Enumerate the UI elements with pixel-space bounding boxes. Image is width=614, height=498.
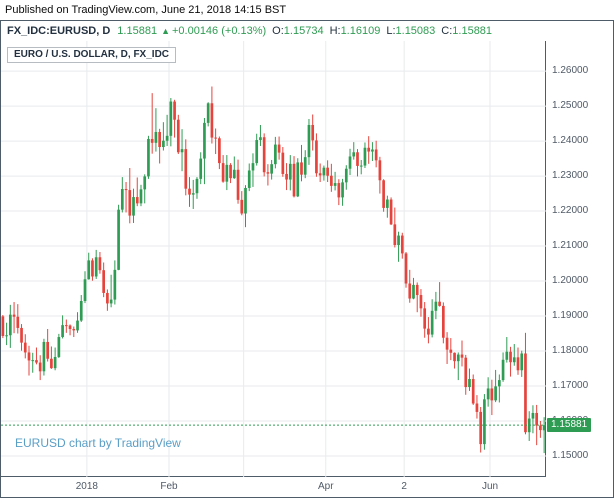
time-axis-label: Jun <box>481 481 499 492</box>
price-axis-label: 1.19000 <box>552 310 589 322</box>
time-axis-label: Apr <box>317 481 334 492</box>
time-axis-label: 2018 <box>75 481 98 492</box>
price-axis-label: 1.25000 <box>552 100 589 112</box>
low-value: 1.15083 <box>395 25 436 37</box>
change-up-arrow-icon: ▲ <box>161 26 170 36</box>
price-axis-label: 1.17000 <box>552 380 589 392</box>
price-axis-label: 1.26000 <box>552 65 589 77</box>
time-axis-label: 2 <box>401 481 407 492</box>
chart-legend[interactable]: EURO / U.S. DOLLAR, D, FX_IDC <box>7 47 177 63</box>
open-value: 1.15734 <box>283 25 324 37</box>
price-axis-label: 1.24000 <box>552 135 589 147</box>
close-label: C: <box>441 25 453 37</box>
price-axis-label: 1.22000 <box>552 205 589 217</box>
candlestick-chart <box>1 41 546 477</box>
price-axis-label: 1.23000 <box>552 170 589 182</box>
price-axis-label: 1.18000 <box>552 345 589 357</box>
price-change: +0.00146 (+0.13%) <box>171 25 267 37</box>
price-axis-label: 1.20000 <box>552 275 589 287</box>
high-value: 1.16109 <box>340 25 381 37</box>
symbol-header: FX_IDC:EURUSD, D 1.15881 ▲ +0.00146 (+0.13%… <box>1 21 613 41</box>
low-label: L: <box>386 25 396 37</box>
price-axis-label: 1.15000 <box>552 450 589 461</box>
price-axis[interactable]: 1.15881 1.26000 1.25000 1.24000 1.23000 1.22… <box>546 41 613 477</box>
close-value: 1.15881 <box>452 25 493 37</box>
last-price-badge: 1.15881 <box>547 418 592 433</box>
high-label: H: <box>329 25 341 37</box>
open-label: O: <box>272 25 284 37</box>
published-caption: Published on TradingView.com, June 21, 2… <box>5 4 287 16</box>
last-price-value: 1.15881 <box>117 25 158 37</box>
price-axis-label: 1.21000 <box>552 240 589 252</box>
time-axis[interactable]: 2018 Feb Apr 2 Jun <box>1 477 613 497</box>
time-axis-label: Feb <box>160 481 178 492</box>
attribution-link[interactable]: EURUSD chart by TradingView <box>15 436 181 450</box>
symbol-name[interactable]: FX_IDC:EURUSD, D <box>7 25 111 37</box>
plot-area[interactable]: EURO / U.S. DOLLAR, D, FX_IDC EURUSD cha… <box>1 41 546 477</box>
chart-body: EURO / U.S. DOLLAR, D, FX_IDC EURUSD cha… <box>1 41 613 477</box>
chart-frame: FX_IDC:EURUSD, D 1.15881 ▲ +0.00146 (+0.13%… <box>0 20 614 498</box>
